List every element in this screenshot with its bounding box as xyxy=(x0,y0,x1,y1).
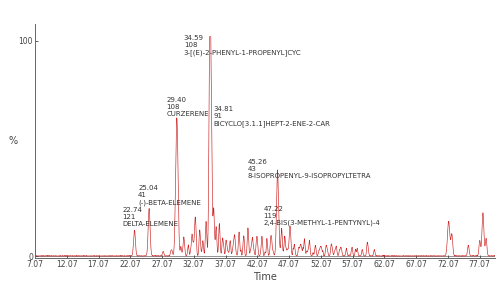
Y-axis label: %: % xyxy=(8,136,18,146)
Text: 34.59
108
3-[(E)-2-PHENYL-1-PROPENYL]CYC: 34.59 108 3-[(E)-2-PHENYL-1-PROPENYL]CYC xyxy=(184,35,302,56)
Text: 34.81
91
BICYCLO[3.1.1]HEPT-2-ENE-2-CAR: 34.81 91 BICYCLO[3.1.1]HEPT-2-ENE-2-CAR xyxy=(214,106,330,127)
Text: 22.74
121
DELTA-ELEMENE: 22.74 121 DELTA-ELEMENE xyxy=(122,207,178,227)
Text: 47.22
119
2,4-BIS(3-METHYL-1-PENTYNYL)-4: 47.22 119 2,4-BIS(3-METHYL-1-PENTYNYL)-4 xyxy=(263,206,380,226)
Text: 29.40
108
CURZERENE: 29.40 108 CURZERENE xyxy=(166,97,210,117)
Text: 45.26
43
8-ISOPROPENYL-9-ISOPROPYLTETRA: 45.26 43 8-ISOPROPENYL-9-ISOPROPYLTETRA xyxy=(248,159,371,179)
Text: 25.04
41
(-)-BETA-ELEMENE: 25.04 41 (-)-BETA-ELEMENE xyxy=(138,185,201,206)
X-axis label: Time: Time xyxy=(253,272,277,282)
